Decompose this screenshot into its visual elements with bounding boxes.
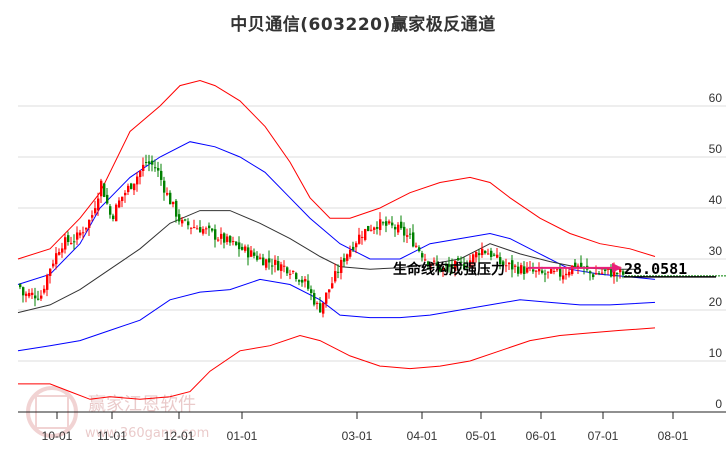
x-tick-label: 11-01: [97, 429, 127, 443]
y-tick-label: 10: [709, 346, 723, 360]
y-tick-label: 50: [709, 142, 723, 156]
y-tick-label: 20: [709, 295, 723, 309]
x-tick-label: 03-01: [342, 429, 373, 443]
x-tick-label: 04-01: [407, 429, 438, 443]
x-tick-label: 08-01: [658, 429, 689, 443]
mid-line-line: [17, 210, 640, 314]
y-axis: 0 10 20 30 40 50 60: [709, 91, 723, 411]
annotation-price: 28.0581: [624, 260, 687, 278]
watermark-brand: 赢家江恩软件: [88, 393, 196, 415]
inner-upper-line: [17, 141, 656, 285]
x-tick-label: 06-01: [526, 429, 557, 443]
y-tick-label: 40: [709, 193, 723, 207]
watermark-logo: 赢家江恩软件 www.360gann.com: [26, 386, 209, 441]
x-tick-label: 05-01: [466, 429, 497, 443]
y-tick-label: 30: [709, 244, 723, 258]
chart-title: 中贝通信(603220)赢家极反通道: [230, 15, 496, 35]
x-tick-label: 12-01: [164, 429, 195, 443]
watermark-url: www.360gann.com: [85, 426, 209, 441]
x-tick-label: 07-01: [588, 429, 619, 443]
x-tick-label: 01-01: [227, 429, 258, 443]
candlesticks: [19, 154, 625, 318]
y-tick-label: 0: [715, 397, 722, 411]
outer-upper-line: [17, 79, 656, 260]
pressure-annotation: 生命线构成强压力 28.0581: [393, 260, 726, 278]
channel-bands: [17, 79, 656, 400]
x-axis: 10-01 11-01 12-01 01-01 03-01 04-01 05-01 06-01…: [18, 411, 726, 443]
inner-lower-line: [17, 278, 656, 352]
y-tick-label: 60: [709, 91, 723, 105]
annotation-label: 生命线构成强压力: [393, 261, 505, 278]
arrow-right-icon: [612, 262, 622, 273]
outer-lower-line: [18, 327, 656, 400]
x-tick-label: 10-01: [42, 429, 73, 443]
